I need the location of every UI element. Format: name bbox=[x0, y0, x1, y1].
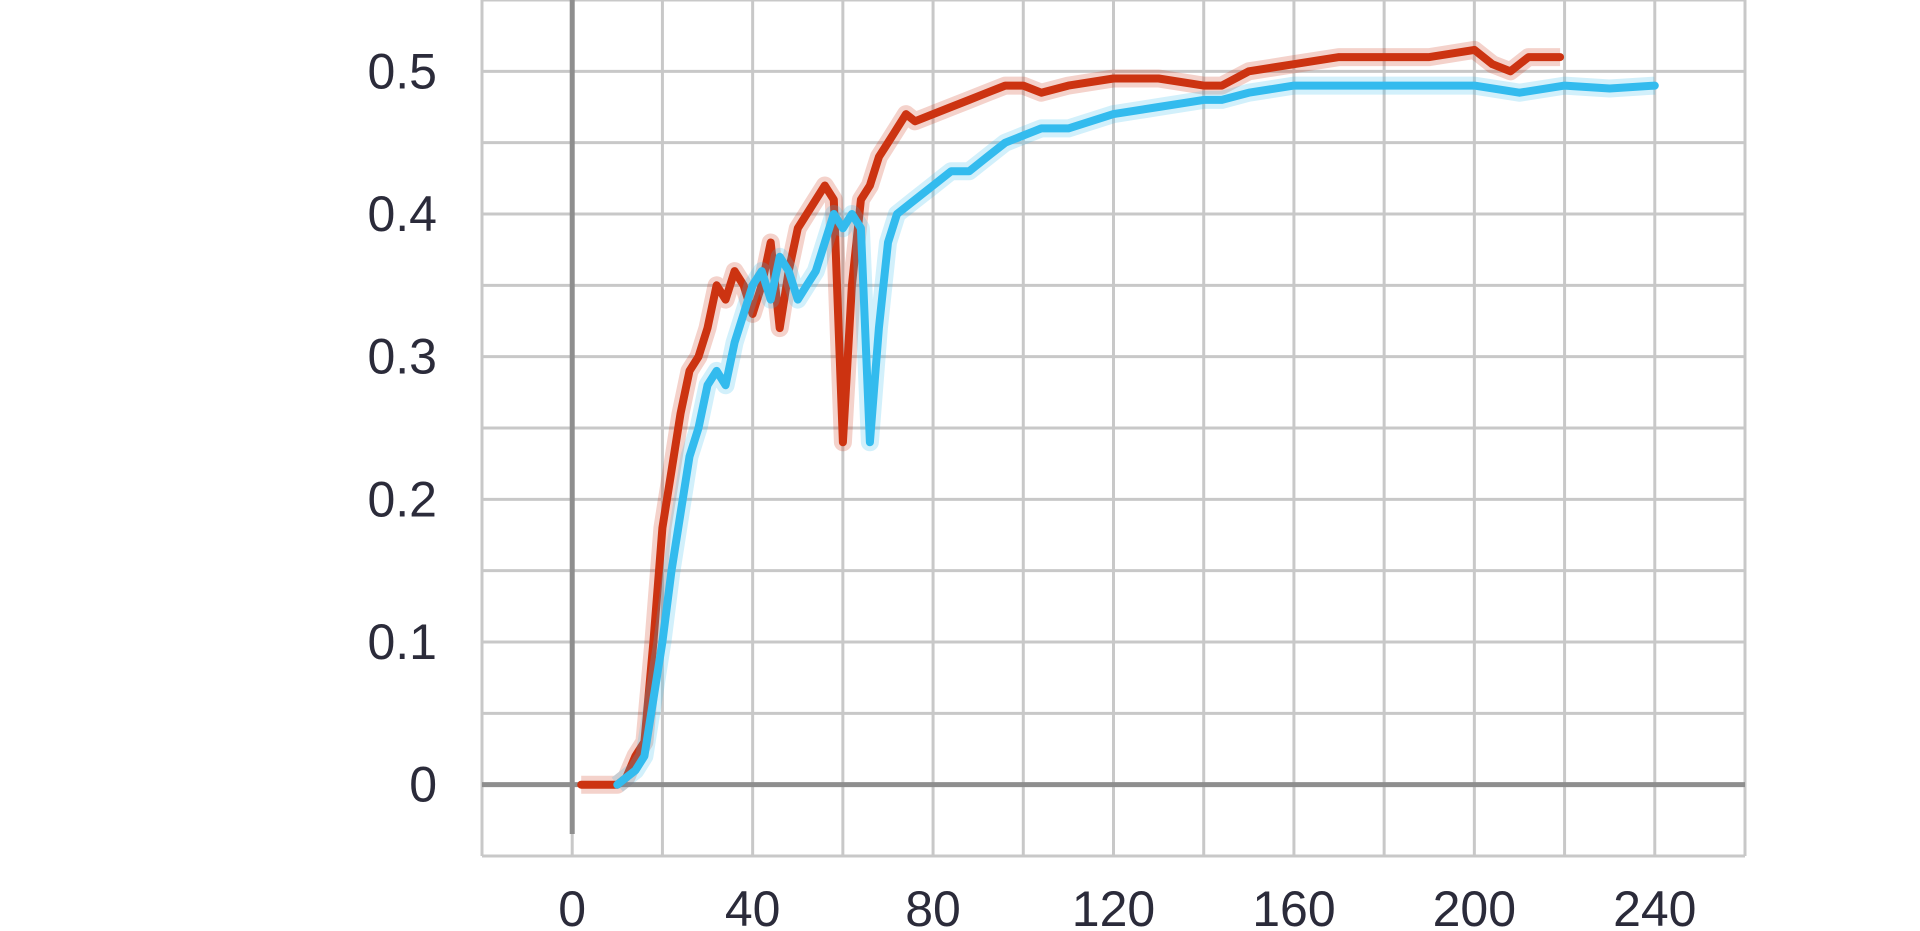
y-tick-label: 0 bbox=[409, 757, 437, 813]
x-tick-label: 120 bbox=[1072, 881, 1155, 931]
x-tick-label: 40 bbox=[725, 881, 781, 931]
series-layer bbox=[581, 50, 1655, 785]
y-axis-tick-labels: 0 0.1 0.2 0.3 0.4 0.5 bbox=[367, 43, 437, 812]
y-tick-label: 0.5 bbox=[367, 43, 437, 99]
series-line-band-1 bbox=[617, 86, 1655, 785]
x-tick-label: 80 bbox=[905, 881, 961, 931]
series-line-0 bbox=[581, 50, 1560, 785]
y-tick-label: 0.2 bbox=[367, 471, 437, 527]
x-axis-tick-labels: 0 40 80 120 160 200 240 bbox=[558, 881, 1696, 931]
x-tick-label: 0 bbox=[558, 881, 586, 931]
x-tick-label: 240 bbox=[1613, 881, 1696, 931]
y-tick-label: 0.4 bbox=[367, 186, 437, 242]
x-tick-label: 160 bbox=[1252, 881, 1335, 931]
series-line-1 bbox=[617, 86, 1655, 785]
y-tick-label: 0.3 bbox=[367, 329, 437, 385]
series-line-band-0 bbox=[581, 50, 1560, 785]
y-tick-label: 0.1 bbox=[367, 614, 437, 670]
x-tick-label: 200 bbox=[1433, 881, 1516, 931]
